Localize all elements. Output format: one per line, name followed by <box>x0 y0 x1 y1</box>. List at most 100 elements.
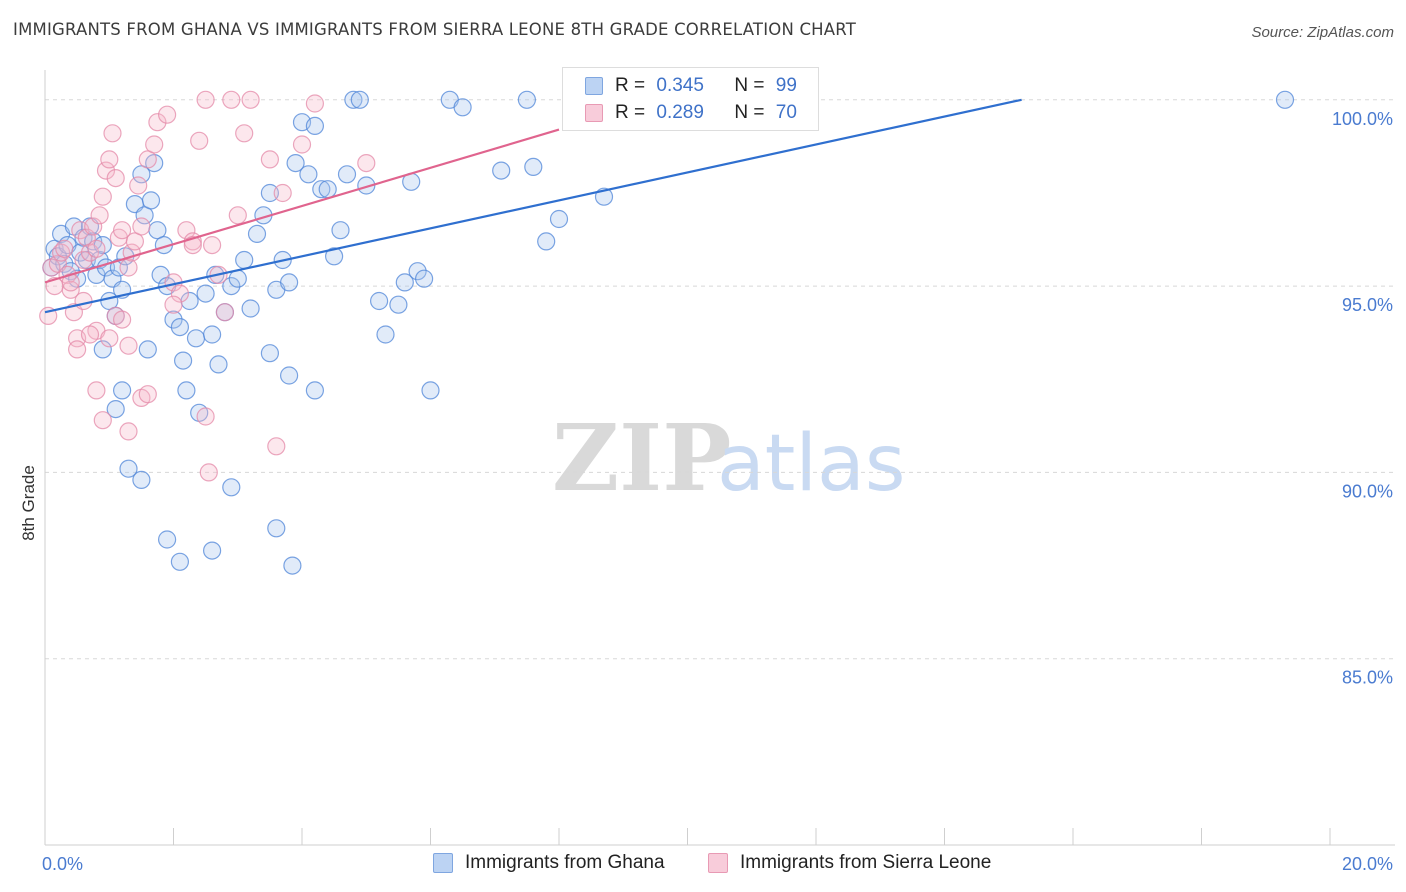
sierra-leone-point <box>119 258 138 277</box>
source-label: Source: ZipAtlas.com <box>1251 24 1394 41</box>
ghana-point <box>524 157 543 176</box>
ghana-point <box>158 530 177 549</box>
ghana-point <box>109 258 129 277</box>
sierra-leone-point <box>90 206 109 225</box>
legend-swatch-blue <box>585 77 603 95</box>
sierra-leone-point <box>196 90 215 109</box>
ghana-point <box>318 180 337 199</box>
data-points <box>39 90 1295 575</box>
sierra-leone-point <box>228 206 247 225</box>
sierra-leone-point <box>357 154 376 173</box>
watermark-atlas: atlas <box>717 419 906 509</box>
sierra-leone-point <box>112 310 132 329</box>
ghana-point <box>280 273 299 292</box>
sierra-leone-point <box>61 280 80 299</box>
ghana-point <box>203 541 222 560</box>
bottom-legend-sierra-leone: Immigrants from Sierra Leone <box>708 852 991 874</box>
legend-r-label: R = <box>615 102 646 123</box>
sierra-leone-point <box>74 250 93 270</box>
sierra-leone-point <box>203 236 222 255</box>
chart-title: IMMIGRANTS FROM GHANA VS IMMIGRANTS FROM… <box>13 20 857 39</box>
sierra-leone-point <box>145 135 164 154</box>
ghana-point <box>186 329 206 348</box>
ghana-point <box>267 519 286 538</box>
sierra-leone-point <box>100 329 119 348</box>
sierra-leone-point <box>138 385 157 404</box>
ghana-point <box>312 180 331 199</box>
ghana-point <box>325 247 344 266</box>
ghana-point <box>141 191 161 210</box>
ghana-point <box>344 90 363 109</box>
sierra-leone-point <box>119 422 138 441</box>
ghana-point <box>376 325 395 344</box>
sierra-leone-point <box>132 217 151 236</box>
bottom-legend-label-sierra-leone: Immigrants from Sierra Leone <box>740 852 992 873</box>
sierra-leone-point <box>93 187 112 206</box>
sierra-leone-point <box>80 325 100 344</box>
sierra-leone-point <box>119 336 138 355</box>
ghana-point <box>241 299 260 318</box>
bottom-legend-swatch-blue <box>433 853 453 873</box>
sierra-leone-point <box>112 221 132 240</box>
ghana-point <box>395 273 414 292</box>
ghana-point <box>283 556 302 575</box>
legend-row-sierra-leone: R = 0.289 N = 70 <box>585 100 797 126</box>
sierra-leone-point <box>93 411 112 430</box>
sierra-leone-point <box>74 291 93 311</box>
ghana-point <box>415 269 434 288</box>
sierra-leone-point <box>106 169 125 188</box>
ghana-point <box>370 291 389 311</box>
legend-n-label: N = <box>734 75 765 96</box>
ghana-point <box>389 295 408 314</box>
ghana-point <box>209 355 228 374</box>
stats-legend: R = 0.345 N = 99 R = 0.289 N = 70 <box>562 67 819 131</box>
sierra-leone-point <box>100 150 119 169</box>
y-tick-label: 100.0% <box>1332 109 1393 129</box>
sierra-leone-point <box>148 113 167 132</box>
ghana-point <box>549 209 569 229</box>
axes <box>44 70 1395 846</box>
sierra-leone-point <box>158 105 177 124</box>
sierra-leone-point <box>260 150 279 169</box>
ghana-point <box>196 284 215 303</box>
ghana-point <box>492 161 511 180</box>
sierra-leone-point <box>292 135 312 154</box>
ghana-point <box>517 90 537 109</box>
ghana-point <box>93 340 112 359</box>
sierra-leone-point <box>103 124 122 143</box>
y-tick-label: 95.0% <box>1342 295 1393 315</box>
sierra-leone-point <box>235 124 254 143</box>
bottom-legend-ghana: Immigrants from Ghana <box>433 852 665 874</box>
sierra-leone-point <box>199 463 218 482</box>
gridlines <box>45 99 1395 660</box>
sierra-leone-point <box>129 176 148 195</box>
sierra-leone-point <box>87 239 106 258</box>
x-tick-label: 0.0% <box>42 854 83 874</box>
sierra-leone-point <box>241 90 260 109</box>
ghana-point <box>337 165 357 184</box>
legend-n-label: N = <box>734 102 765 123</box>
legend-row-ghana: R = 0.345 N = 99 <box>585 73 797 99</box>
ghana-point <box>222 478 241 497</box>
sierra-leone-point <box>267 437 286 456</box>
sierra-leone-point <box>273 183 292 203</box>
ghana-point <box>1275 90 1295 109</box>
sierra-leone-point <box>164 295 183 314</box>
legend-n-value: 99 <box>775 75 797 96</box>
sierra-leone-point <box>196 407 215 426</box>
ghana-point <box>305 381 324 400</box>
ghana-point <box>331 221 350 240</box>
ghana-point <box>421 381 440 400</box>
legend-swatch-pink <box>585 104 603 122</box>
legend-r-label: R = <box>615 75 646 96</box>
ghana-point <box>132 470 151 489</box>
ghana-point <box>286 154 305 173</box>
ghana-point <box>119 459 138 478</box>
ghana-point <box>247 224 267 243</box>
ghana-point <box>260 183 279 203</box>
ghana-point <box>537 232 556 251</box>
ghana-point <box>305 116 324 136</box>
ghana-point <box>350 90 369 109</box>
sierra-leone-point <box>67 340 87 359</box>
